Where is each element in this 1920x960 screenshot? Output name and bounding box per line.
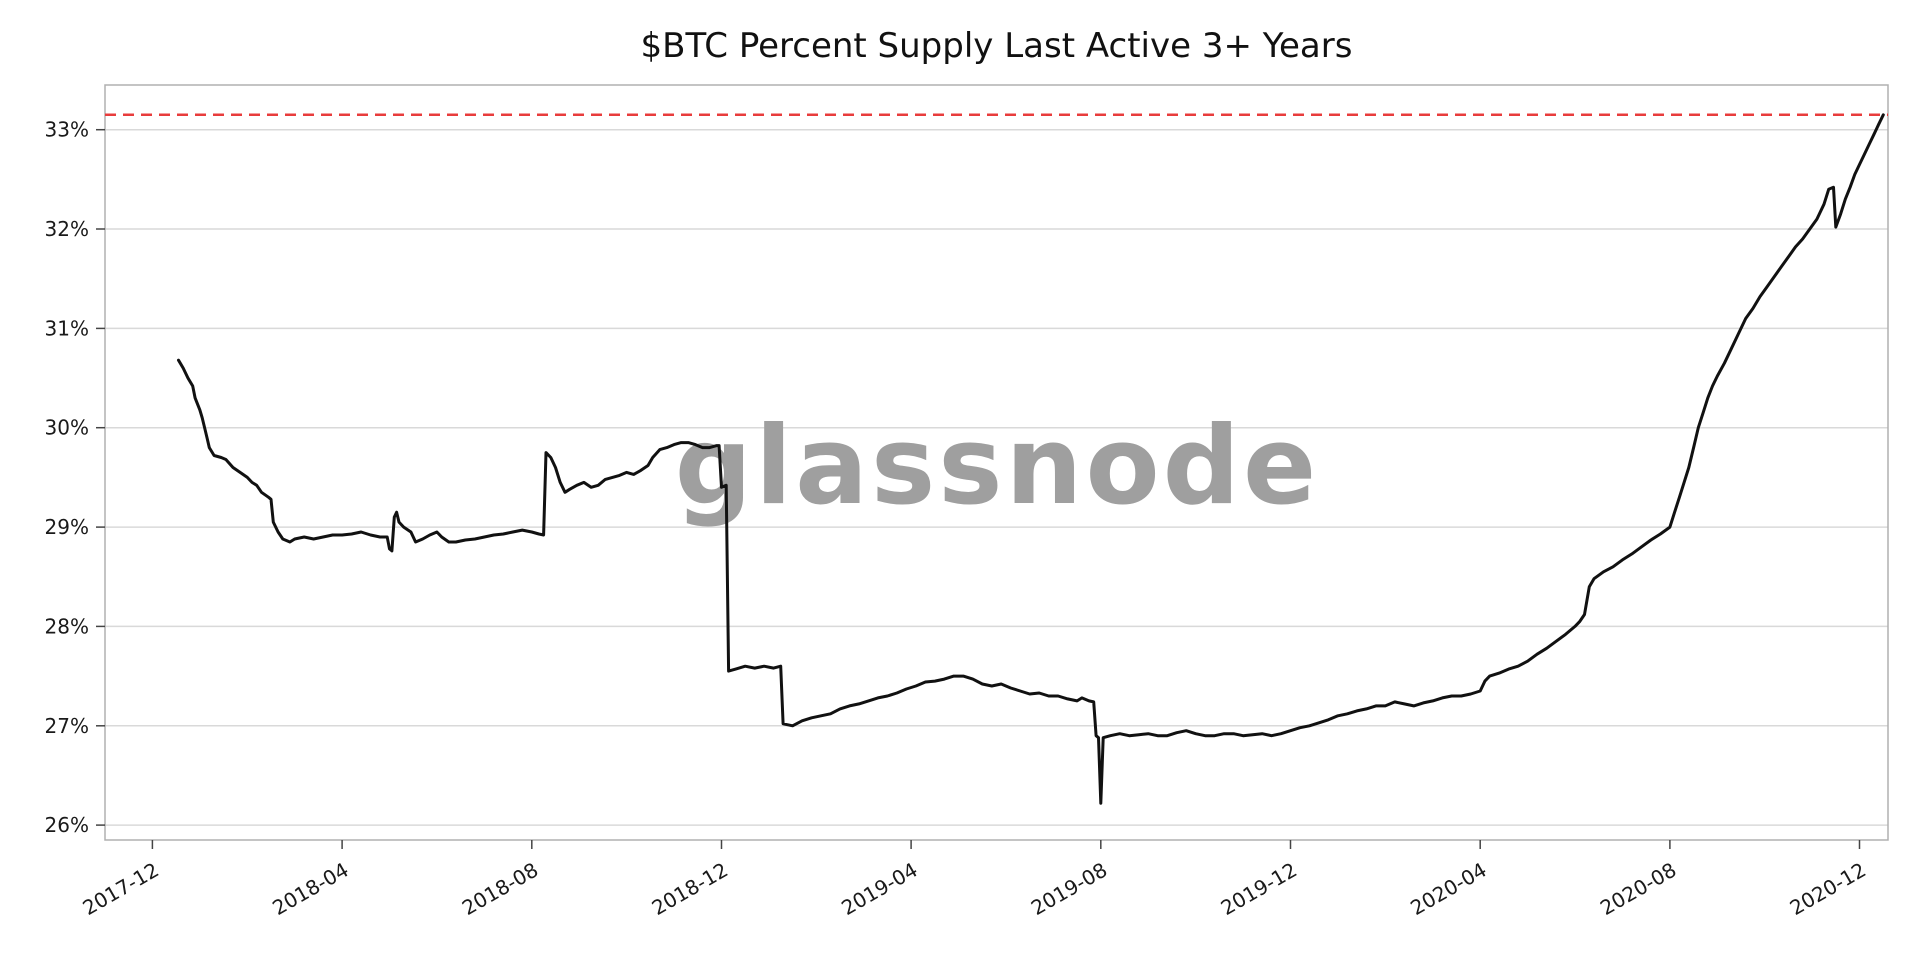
x-tick-label: 2019-04 xyxy=(837,858,921,921)
y-tick-label: 32% xyxy=(45,217,89,241)
x-tick-label: 2019-08 xyxy=(1027,858,1111,921)
x-tick-label: 2020-12 xyxy=(1786,858,1870,921)
y-tick-label: 28% xyxy=(45,614,89,638)
glassnode-watermark: glassnode xyxy=(675,404,1319,529)
y-tick-label: 31% xyxy=(45,316,89,340)
x-tick-label: 2018-12 xyxy=(648,858,732,921)
plot-border xyxy=(104,84,1889,841)
chart-title: $BTC Percent Supply Last Active 3+ Years xyxy=(640,26,1353,66)
x-tick-label: 2020-04 xyxy=(1406,858,1490,921)
y-tick-label: 29% xyxy=(45,515,89,539)
x-tick-label: 2018-04 xyxy=(268,858,352,921)
y-tick-label: 26% xyxy=(45,813,89,837)
y-tick-label: 27% xyxy=(45,714,89,738)
y-tick-label: 33% xyxy=(45,118,89,142)
x-tick-label: 2020-08 xyxy=(1596,858,1680,921)
x-tick-label: 2017-12 xyxy=(79,858,163,921)
y-tick-label: 30% xyxy=(45,416,89,440)
x-tick-label: 2018-08 xyxy=(458,858,542,921)
x-tick-label: 2019-12 xyxy=(1217,858,1301,921)
series-line xyxy=(177,113,1885,805)
